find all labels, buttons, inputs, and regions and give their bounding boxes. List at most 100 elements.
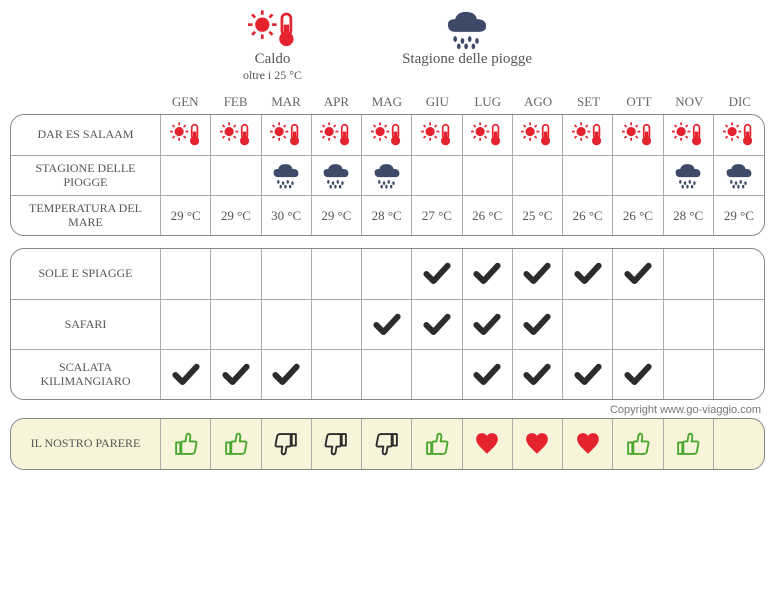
- rain-icon: [371, 163, 403, 189]
- data-cell: 28 °C: [664, 196, 714, 235]
- check-icon: [521, 261, 553, 287]
- month-header: FEB: [210, 92, 260, 112]
- data-cell: [362, 300, 412, 349]
- data-cell: [563, 300, 613, 349]
- rain-icon: [672, 163, 704, 189]
- data-cell: [312, 115, 362, 155]
- data-cell: [513, 419, 563, 469]
- heart-icon: [521, 431, 553, 457]
- data-cell: [211, 350, 261, 399]
- data-cell: [664, 249, 714, 299]
- data-cell: [211, 419, 261, 469]
- data-cell: [714, 350, 764, 399]
- data-cell: [463, 419, 513, 469]
- month-header: DIC: [715, 92, 765, 112]
- data-cell: [262, 300, 312, 349]
- data-cell: [664, 115, 714, 155]
- data-cell: [362, 350, 412, 399]
- data-cell: [312, 300, 362, 349]
- data-cell: 26 °C: [613, 196, 663, 235]
- data-cell: [312, 156, 362, 195]
- data-cell: [613, 115, 663, 155]
- hot-icon: [672, 122, 704, 148]
- month-header: OTT: [614, 92, 664, 112]
- data-cell: 29 °C: [714, 196, 764, 235]
- rain-icon: [320, 163, 352, 189]
- data-cell: [262, 156, 312, 195]
- data-cell: [412, 115, 462, 155]
- data-cell: [412, 300, 462, 349]
- data-cell: [262, 350, 312, 399]
- thumb_up-icon: [421, 431, 453, 457]
- month-header: LUG: [463, 92, 513, 112]
- data-cell: [262, 249, 312, 299]
- data-cell: [613, 419, 663, 469]
- opinion-group: IL NOSTRO PARERE: [10, 418, 765, 470]
- data-cell: [412, 419, 462, 469]
- data-cell: [664, 300, 714, 349]
- data-cell: [714, 419, 764, 469]
- table-row: DAR ES SALAAM: [11, 115, 764, 155]
- data-cell: [312, 419, 362, 469]
- check-icon: [572, 362, 604, 388]
- hot-icon: [248, 10, 298, 50]
- data-cell: [161, 350, 211, 399]
- rain-icon: [442, 10, 492, 50]
- heart-icon: [572, 431, 604, 457]
- data-cell: 29 °C: [312, 196, 362, 235]
- data-cell: [613, 300, 663, 349]
- data-cell: [312, 350, 362, 399]
- data-cell: [161, 419, 211, 469]
- data-cell: [463, 156, 513, 195]
- month-header: GIU: [412, 92, 462, 112]
- check-icon: [521, 312, 553, 338]
- data-cell: [714, 249, 764, 299]
- data-cell: [463, 249, 513, 299]
- data-cell: [563, 419, 613, 469]
- check-icon: [572, 261, 604, 287]
- table-row: SOLE E SPIAGGE: [11, 249, 764, 299]
- month-header: MAR: [261, 92, 311, 112]
- legend-rain: Stagione delle piogge: [402, 10, 532, 82]
- data-cell: [362, 419, 412, 469]
- data-cell: 29 °C: [211, 196, 261, 235]
- legend-hot: Caldo oltre i 25 °C: [243, 10, 302, 82]
- data-cell: 26 °C: [563, 196, 613, 235]
- check-icon: [371, 312, 403, 338]
- data-cell: [161, 115, 211, 155]
- data-cell: [412, 249, 462, 299]
- table-row: IL NOSTRO PARERE: [11, 419, 764, 469]
- data-cell: [262, 419, 312, 469]
- check-icon: [622, 362, 654, 388]
- climate-group: DAR ES SALAAMSTAGIONE DELLE PIOGGETEMPER…: [10, 114, 765, 236]
- hot-icon: [421, 122, 453, 148]
- row-label: SOLE E SPIAGGE: [11, 249, 161, 299]
- table-row: STAGIONE DELLE PIOGGE: [11, 155, 764, 195]
- thumb_up-icon: [672, 431, 704, 457]
- data-cell: [161, 249, 211, 299]
- month-header: AGO: [513, 92, 563, 112]
- table-row: TEMPERATURA DEL MARE29 °C29 °C30 °C29 °C…: [11, 195, 764, 235]
- data-cell: [262, 115, 312, 155]
- data-cell: [714, 156, 764, 195]
- hot-icon: [521, 122, 553, 148]
- data-cell: [463, 300, 513, 349]
- month-header: GEN: [160, 92, 210, 112]
- check-icon: [421, 261, 453, 287]
- copyright-text: Copyright www.go-viaggio.com: [10, 404, 761, 416]
- data-cell: [211, 300, 261, 349]
- data-cell: 29 °C: [161, 196, 211, 235]
- data-cell: [714, 115, 764, 155]
- row-label: TEMPERATURA DEL MARE: [11, 196, 161, 235]
- hot-icon: [723, 122, 755, 148]
- row-label: STAGIONE DELLE PIOGGE: [11, 156, 161, 195]
- legend-hot-subtitle: oltre i 25 °C: [243, 68, 302, 82]
- legend-rain-title: Stagione delle piogge: [402, 50, 532, 68]
- thumb_up-icon: [220, 431, 252, 457]
- data-cell: [613, 249, 663, 299]
- data-cell: [613, 350, 663, 399]
- hot-icon: [170, 122, 202, 148]
- thumb_up-icon: [170, 431, 202, 457]
- data-cell: [161, 300, 211, 349]
- row-label: IL NOSTRO PARERE: [11, 419, 161, 469]
